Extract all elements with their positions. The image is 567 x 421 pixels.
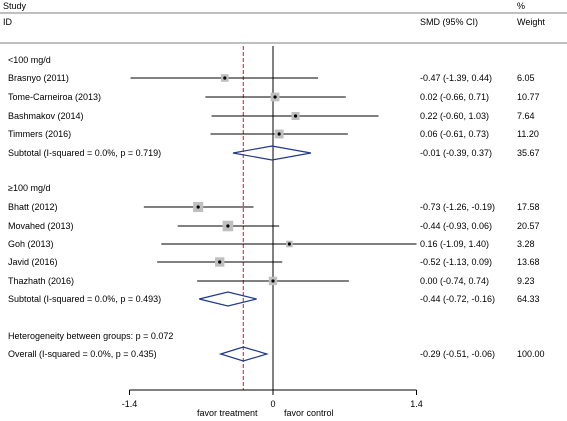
study-label: Bhatt (2012) bbox=[8, 202, 58, 212]
study-label: Thazhath (2016) bbox=[8, 276, 74, 286]
header-study: Study bbox=[3, 1, 27, 11]
subtotal-weight: 64.33 bbox=[517, 294, 540, 304]
study-label: Bashmakov (2014) bbox=[8, 111, 84, 121]
x-tick-label: -1.4 bbox=[122, 399, 138, 409]
study-label: Brasnyo (2011) bbox=[8, 73, 69, 83]
study-weight: 10.77 bbox=[517, 92, 540, 102]
study-point bbox=[287, 242, 291, 246]
study-point bbox=[277, 132, 281, 136]
study-point bbox=[218, 260, 222, 264]
subtotal-label: Subtotal (I-squared = 0.0%, p = 0.719) bbox=[8, 148, 161, 158]
study-label: Goh (2013) bbox=[8, 239, 54, 249]
favor-right-label: favor control bbox=[284, 408, 334, 418]
study-weight: 7.64 bbox=[517, 111, 535, 121]
study-weight: 6.05 bbox=[517, 73, 535, 83]
study-point bbox=[273, 95, 277, 99]
group-label-high-dose: ≥100 mg/d bbox=[8, 183, 50, 193]
study-point bbox=[226, 224, 230, 228]
study-smd-ci: -0.47 (-1.39, 0.44) bbox=[420, 73, 492, 83]
header-effect: SMD (95% CI) bbox=[420, 17, 478, 27]
study-smd-ci: 0.00 (-0.74, 0.74) bbox=[420, 276, 489, 286]
study-smd-ci: 0.06 (-0.61, 0.73) bbox=[420, 129, 489, 139]
heterogeneity-text: Heterogeneity between groups: p = 0.072 bbox=[8, 331, 173, 341]
study-point bbox=[223, 76, 227, 80]
study-smd-ci: -0.44 (-0.93, 0.06) bbox=[420, 221, 492, 231]
subtotal-weight: 35.67 bbox=[517, 148, 540, 158]
subtotal-diamond bbox=[232, 145, 312, 161]
overall-smd-ci: -0.29 (-0.51, -0.06) bbox=[420, 349, 495, 359]
header-percent: % bbox=[517, 1, 525, 11]
study-smd-ci: -0.73 (-1.26, -0.19) bbox=[420, 202, 495, 212]
favor-left-label: favor treatment bbox=[197, 408, 258, 418]
subtotal-diamond bbox=[199, 291, 257, 307]
study-weight: 17.58 bbox=[517, 202, 540, 212]
study-label: Tome-Carneiroa (2013) bbox=[8, 92, 101, 102]
subtotal-smd-ci: -0.44 (-0.72, -0.16) bbox=[420, 294, 495, 304]
overall-label: Overall (I-squared = 0.0%, p = 0.435) bbox=[8, 349, 157, 359]
study-weight: 20.57 bbox=[517, 221, 540, 231]
study-label: Movahed (2013) bbox=[8, 221, 74, 231]
study-smd-ci: 0.22 (-0.60, 1.03) bbox=[420, 111, 489, 121]
header-weight: Weight bbox=[517, 17, 545, 27]
study-weight: 11.20 bbox=[517, 129, 539, 139]
subtotal-smd-ci: -0.01 (-0.39, 0.37) bbox=[420, 148, 492, 158]
study-smd-ci: -0.52 (-1.13, 0.09) bbox=[420, 257, 492, 267]
x-tick-label: 0 bbox=[270, 399, 275, 409]
study-point bbox=[196, 205, 200, 209]
forest-marks: -1.4 0 1.4 Brasnyo (2011) -0.47 (-1.39, 0.44… bbox=[8, 46, 545, 409]
study-weight: 13.68 bbox=[517, 257, 540, 267]
study-point bbox=[293, 114, 298, 118]
overall-diamond bbox=[218, 346, 269, 362]
study-point bbox=[271, 279, 275, 283]
header-id: ID bbox=[3, 17, 13, 27]
overall-weight: 100.00 bbox=[517, 349, 545, 359]
study-label: Javid (2016) bbox=[8, 257, 58, 267]
study-weight: 3.28 bbox=[517, 239, 535, 249]
x-tick-label: 1.4 bbox=[410, 399, 423, 409]
study-label: Timmers (2016) bbox=[8, 129, 71, 139]
group-label-low-dose: <100 mg/d bbox=[8, 55, 51, 65]
subtotal-label: Subtotal (I-squared = 0.0%, p = 0.493) bbox=[8, 294, 161, 304]
study-weight: 9.23 bbox=[517, 276, 535, 286]
study-smd-ci: 0.02 (-0.66, 0.71) bbox=[420, 92, 489, 102]
study-smd-ci: 0.16 (-1.09, 1.40) bbox=[420, 239, 489, 249]
